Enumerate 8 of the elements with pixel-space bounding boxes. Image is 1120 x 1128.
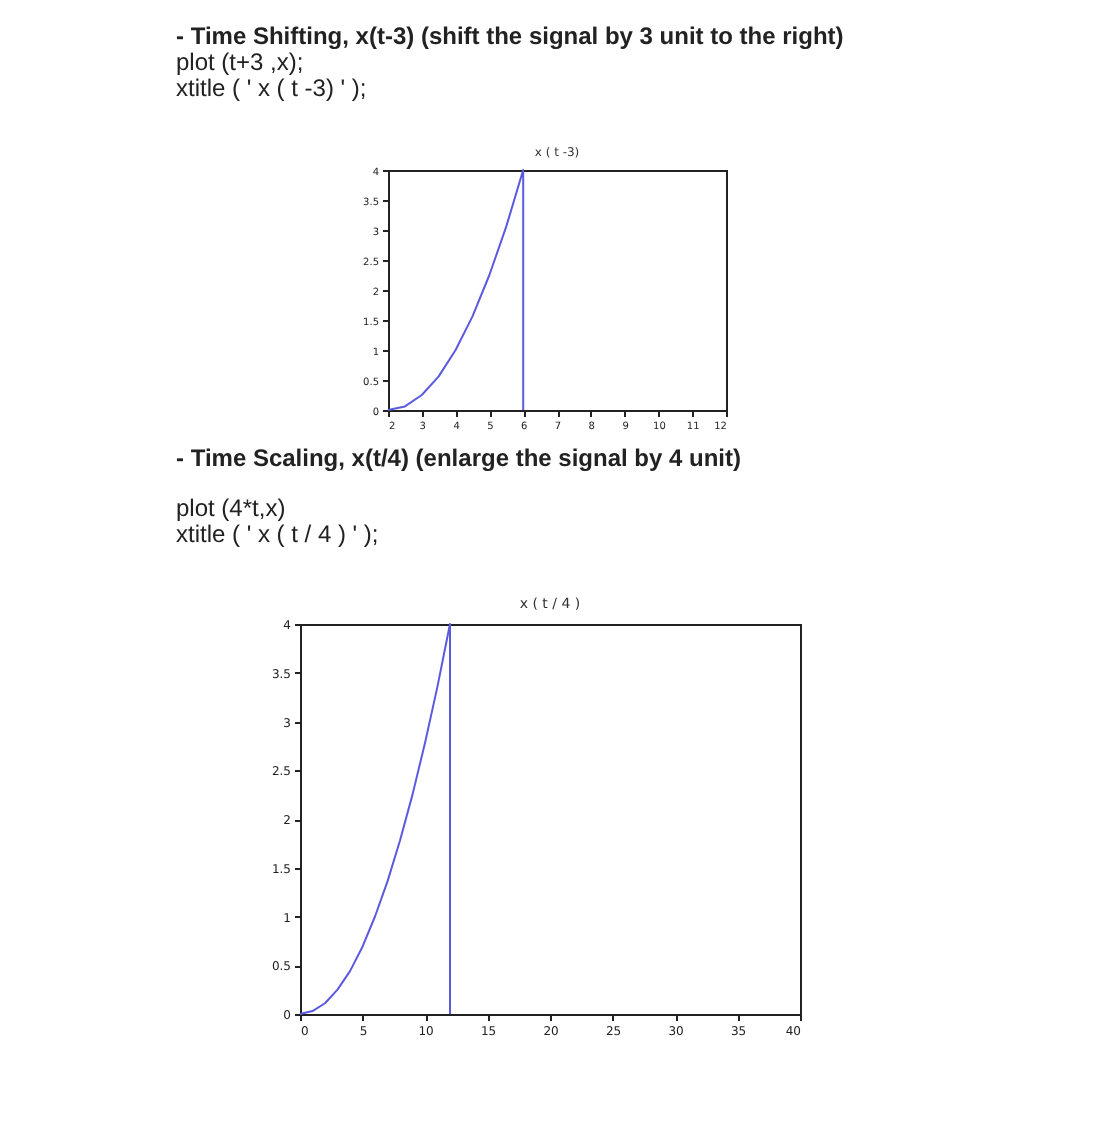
text: xtitle ( ' x ( t -3) ' );	[176, 74, 367, 102]
text: - Time Scaling, x(t/4) (enlarge the signal by 4 unit)	[176, 444, 741, 472]
line-series	[299, 623, 451, 1015]
text: xtitle ( ' x ( t / 4 ) ' );	[176, 520, 379, 548]
text: plot (4*t,x)	[176, 494, 286, 522]
line-series	[387, 169, 525, 411]
text: - Time Shifting, x(t-3) (shift the signal by 3 unit to the right)	[176, 22, 844, 50]
text: plot (t+3 ,x);	[176, 48, 304, 76]
